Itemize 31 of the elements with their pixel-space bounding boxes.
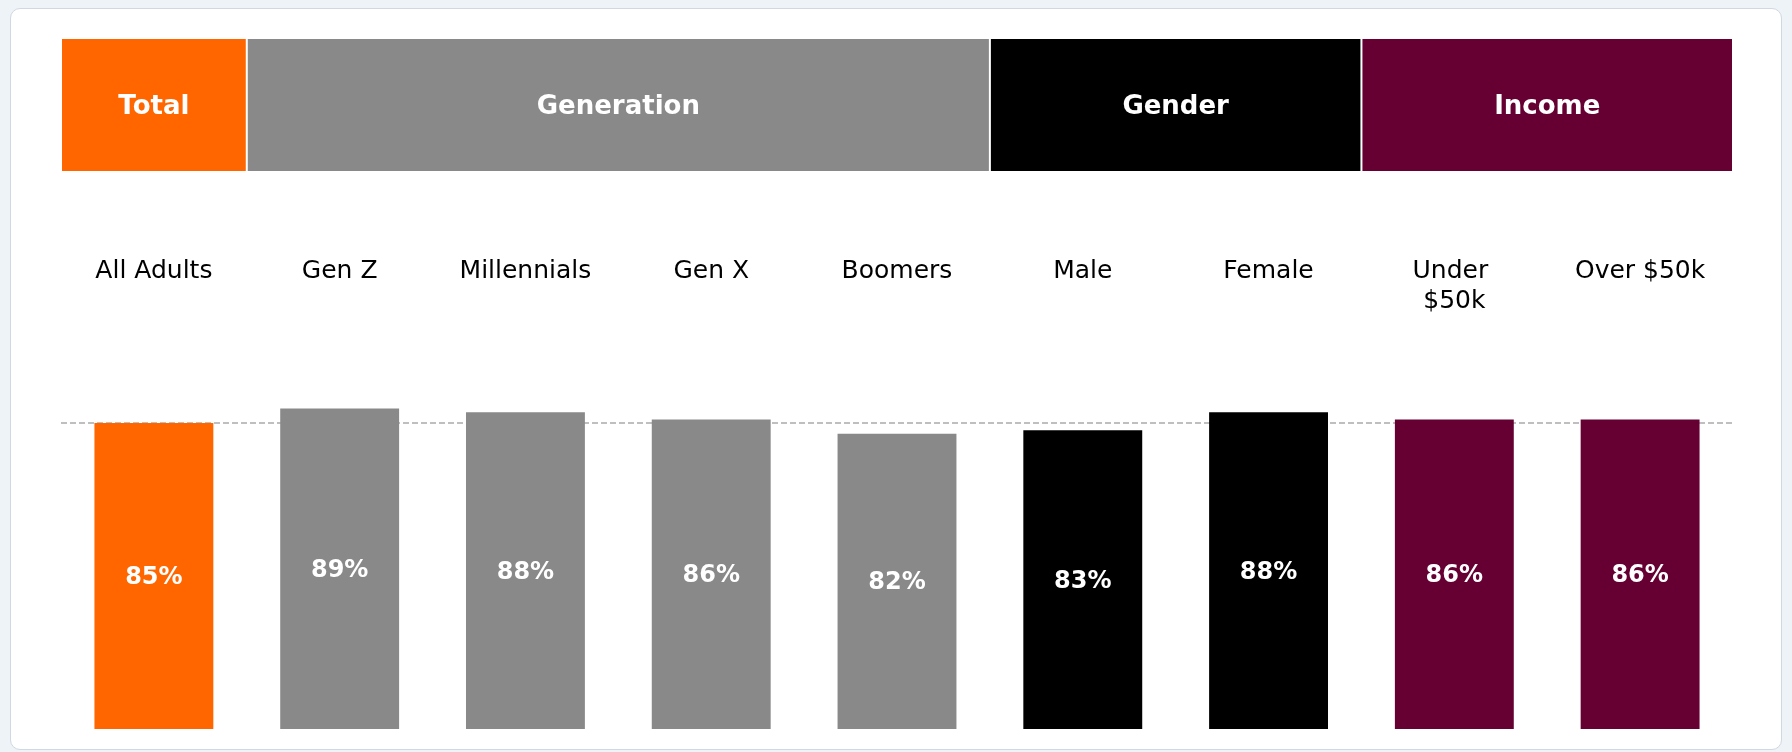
x-tick-label: Under $50k — [1412, 254, 1497, 314]
x-tick-label: Over $50k — [1574, 254, 1706, 284]
data-label: 83% — [1054, 565, 1112, 594]
text: Income — [1494, 90, 1601, 120]
data-label: 86% — [1425, 560, 1484, 589]
data-label: 86% — [682, 560, 740, 589]
data-label: 88% — [496, 556, 555, 585]
bar — [651, 419, 771, 729]
text: Gender — [1122, 90, 1230, 120]
bar — [837, 433, 957, 729]
x-tick-label: Female — [1223, 254, 1314, 284]
data-label: 86% — [1611, 560, 1669, 589]
x-tick-label: Male — [1053, 254, 1113, 284]
bar — [1023, 430, 1143, 729]
data-label: 82% — [868, 567, 926, 596]
bar — [1580, 419, 1700, 729]
x-tick-label: Gen X — [673, 254, 750, 284]
data-label: 88% — [1239, 556, 1298, 585]
bar — [280, 408, 400, 729]
text: Generation — [536, 90, 700, 120]
x-tick-label: All Adults — [95, 254, 213, 284]
bar — [466, 412, 585, 729]
bar — [1394, 419, 1514, 729]
x-tick-label: Millennials — [459, 254, 592, 284]
text: Total — [118, 90, 190, 120]
data-label: 89% — [310, 554, 369, 583]
x-tick-label: Gen Z — [301, 254, 378, 284]
bar — [94, 423, 214, 729]
x-tick-label: Boomers — [841, 254, 953, 284]
bar — [1209, 412, 1328, 729]
data-label: 85% — [125, 562, 183, 590]
